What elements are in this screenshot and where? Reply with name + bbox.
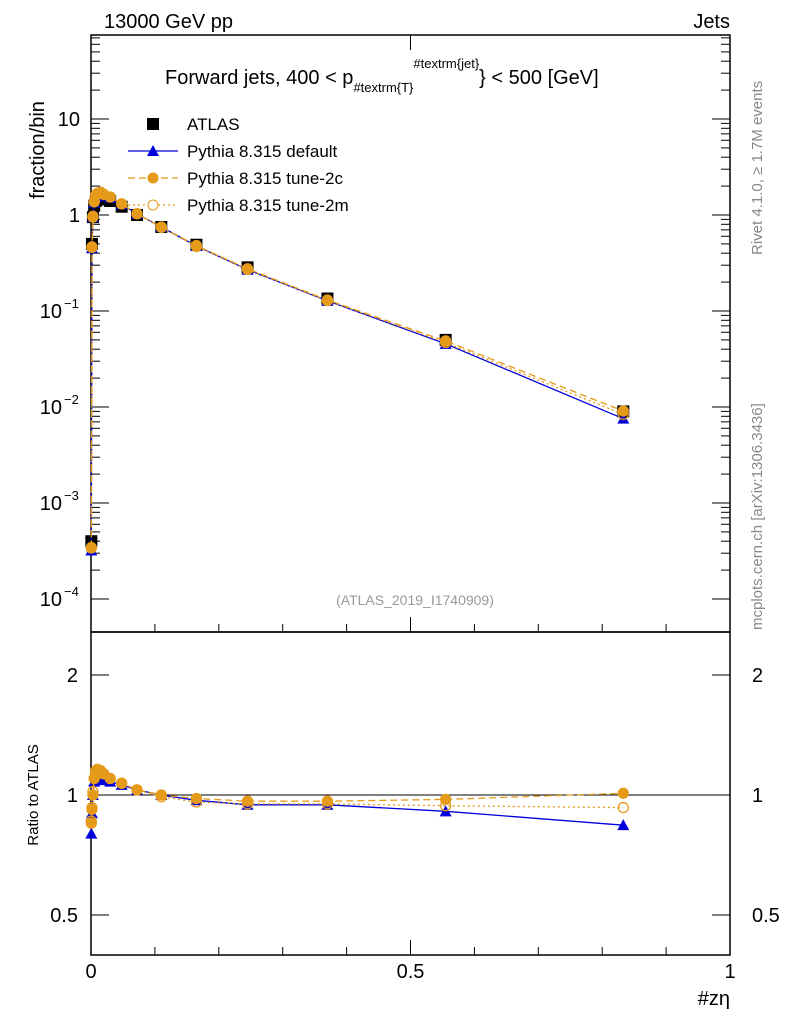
- ratio-point: [321, 795, 334, 807]
- x-axis-label: #zη: [698, 988, 730, 1010]
- ratio-point: [94, 765, 107, 777]
- ratio-tick-label: 1: [67, 785, 78, 807]
- x-tick-label: 1: [724, 961, 735, 983]
- ratio-point: [116, 777, 128, 789]
- ratio-point: [190, 792, 203, 805]
- ratio-point: [87, 785, 99, 798]
- y-tick-label: 10: [40, 589, 62, 611]
- series-point: [87, 210, 99, 222]
- series-point: [617, 412, 630, 424]
- legend-label: Pythia 8.315 default: [187, 142, 338, 161]
- y-tick-exponent: −1: [64, 296, 79, 311]
- ratio-point: [241, 795, 254, 807]
- y-tick-label: 10: [58, 109, 80, 131]
- ratio-point: [617, 787, 629, 799]
- series-point: [321, 294, 334, 307]
- legend-marker-atlas: [147, 118, 159, 130]
- y-tick-exponent: −4: [64, 584, 79, 599]
- series-line-2: [90, 191, 624, 549]
- ratio-point: [90, 765, 102, 777]
- series-line-1: [90, 193, 624, 551]
- y-tick-label: 1: [69, 205, 80, 227]
- y-axis-label: fraction/bin: [27, 101, 49, 199]
- y-tick-label: 10: [40, 493, 62, 515]
- ratio-point: [131, 784, 143, 796]
- series-point: [439, 336, 452, 349]
- series-point: [94, 186, 107, 198]
- y-tick-exponent: −2: [64, 392, 79, 407]
- series-point: [85, 541, 97, 554]
- y-tick-label: 10: [40, 397, 62, 419]
- legend-label: Pythia 8.315 tune-2m: [187, 196, 349, 215]
- x-tick-label: 0: [85, 961, 96, 983]
- ratio-line-1: [90, 777, 624, 834]
- legend-marker: [147, 199, 159, 211]
- top-left-label: 13000 GeV pp: [104, 11, 233, 33]
- y-tick-exponent: −3: [64, 488, 79, 503]
- ratio-point: [617, 801, 629, 814]
- chart-title: Forward jets, 400 < p#textrm{T}#textrm{j…: [165, 56, 599, 95]
- y-tick-label: 10: [40, 301, 62, 323]
- ratio-line-3: [90, 768, 624, 822]
- side-label-rivet: Rivet 4.1.0, ≥ 1.7M events: [749, 81, 766, 255]
- series-point: [98, 188, 110, 201]
- side-label-mcplots: mcplots.cern.ch [arXiv:1306.3436]: [749, 403, 766, 630]
- ratio-y-axis-label: Ratio to ATLAS: [25, 744, 42, 845]
- ratio-tick-label-right: 2: [752, 665, 763, 687]
- ratio-tick-label: 0.5: [50, 905, 78, 927]
- series-point: [190, 240, 203, 253]
- ratio-tick-label-right: 0.5: [752, 905, 780, 927]
- series-point: [104, 191, 116, 203]
- top-right-label: Jets: [693, 11, 730, 33]
- analysis-id: (ATLAS_2019_I1740909): [336, 592, 494, 608]
- ratio-point: [321, 798, 334, 810]
- legend-label: ATLAS: [187, 115, 240, 134]
- ratio-point: [155, 791, 167, 803]
- series-point: [155, 221, 167, 234]
- ratio-point: [85, 827, 98, 839]
- ratio-point: [439, 800, 452, 812]
- series-point: [617, 408, 629, 421]
- legend-label: Pythia 8.315 tune-2c: [187, 169, 343, 188]
- ratio-point: [85, 815, 97, 827]
- legend-marker: [147, 145, 159, 156]
- series-point: [116, 198, 128, 210]
- series-line-3: [90, 191, 624, 548]
- ratio-point: [86, 801, 98, 814]
- series-point: [86, 241, 98, 253]
- x-tick-label: 0.5: [397, 961, 425, 983]
- series-point: [241, 263, 254, 276]
- ratio-point: [190, 796, 203, 808]
- ratio-tick-label-right: 1: [752, 785, 763, 807]
- ratio-point: [617, 819, 630, 831]
- ratio-frame: [90, 631, 731, 956]
- series-point: [617, 405, 629, 417]
- series-point: [131, 208, 143, 220]
- ratio-point: [104, 772, 116, 785]
- ratio-tick-label: 2: [67, 665, 78, 687]
- ratio-point: [241, 798, 254, 810]
- legend-marker: [147, 172, 159, 184]
